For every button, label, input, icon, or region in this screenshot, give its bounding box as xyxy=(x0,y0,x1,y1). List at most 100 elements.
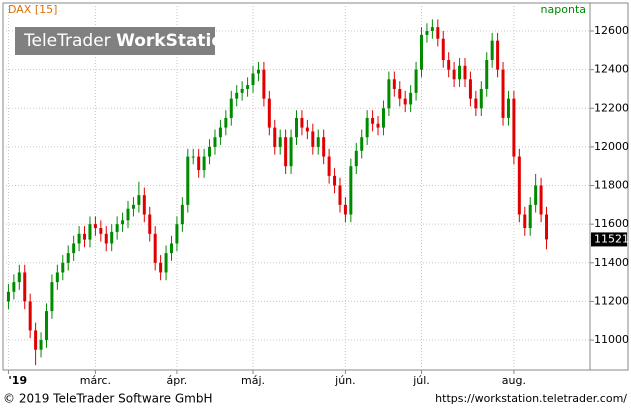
candle-body xyxy=(496,40,500,70)
x-tick-label: márc. xyxy=(80,374,111,387)
candle-body xyxy=(50,282,54,312)
candle-body xyxy=(197,156,201,171)
candle-body xyxy=(387,79,391,109)
candle-body xyxy=(354,150,358,167)
candle-body xyxy=(61,262,65,273)
x-tick-label: jún. xyxy=(334,374,356,387)
candle-body xyxy=(186,156,190,205)
candle-body xyxy=(371,117,375,124)
candle-body xyxy=(381,108,385,128)
last-price: 11521 xyxy=(594,232,629,245)
candle-body xyxy=(300,117,304,128)
candle-body xyxy=(153,233,157,263)
plot-marks xyxy=(3,3,590,370)
candle-body xyxy=(72,243,76,254)
candle-body xyxy=(273,127,277,147)
candle-body xyxy=(83,233,87,240)
y-tick-label: 11600 xyxy=(594,217,629,230)
candle-body xyxy=(327,156,331,176)
candle-body xyxy=(436,27,440,39)
period: naponta xyxy=(541,3,586,16)
y-tick-label: 12600 xyxy=(594,24,629,37)
candle-body xyxy=(229,98,233,118)
candle-body xyxy=(468,79,472,99)
logo-product: WorkStation xyxy=(116,31,235,51)
chart-title: DAX [15] xyxy=(8,3,57,16)
candle-body xyxy=(338,185,342,205)
candle-body xyxy=(39,340,43,350)
candle-body xyxy=(409,92,413,105)
candle-body xyxy=(262,69,266,99)
y-tick-label: 12000 xyxy=(594,140,629,153)
candle-body xyxy=(512,98,516,157)
candle-body xyxy=(115,224,119,232)
candle-body xyxy=(137,195,141,205)
candle-body xyxy=(322,137,326,157)
candle-body xyxy=(474,98,478,109)
candle-body xyxy=(295,117,298,138)
candle-body xyxy=(224,117,228,128)
candle-body xyxy=(458,65,462,80)
candle-body xyxy=(414,69,418,93)
candle-body xyxy=(104,233,108,244)
url: https://workstation.teletrader.com/ xyxy=(435,392,627,405)
candle-body xyxy=(256,69,260,74)
candle-body xyxy=(403,98,407,105)
candle-body xyxy=(164,253,168,273)
candle-body xyxy=(528,204,532,229)
candle-body xyxy=(99,228,103,234)
candle-body xyxy=(240,88,244,93)
candle-body xyxy=(44,311,48,341)
candle-body xyxy=(392,79,396,89)
candle-body xyxy=(545,214,549,240)
candle-body xyxy=(218,127,222,138)
candle-body xyxy=(126,208,130,221)
candle-body xyxy=(349,166,353,215)
candle-body xyxy=(148,214,152,234)
y-tick-label: 11400 xyxy=(594,256,629,269)
candle-body xyxy=(66,253,70,263)
candle-body xyxy=(447,59,451,70)
candle-body xyxy=(12,282,16,292)
x-tick-label: aug. xyxy=(502,374,526,387)
candle-body xyxy=(34,330,38,350)
candle-body xyxy=(316,137,320,147)
candle-body xyxy=(142,195,146,215)
candle-body xyxy=(88,224,92,240)
y-tick-label: 11000 xyxy=(594,333,629,346)
y-tick-label: 12200 xyxy=(594,101,629,114)
candle-body xyxy=(517,156,521,215)
candle-body xyxy=(180,204,184,225)
candle-body xyxy=(463,65,467,80)
logo-box xyxy=(15,27,215,55)
y-tick-label: 12400 xyxy=(594,63,629,76)
candle-body xyxy=(523,214,527,229)
candle-body xyxy=(121,220,125,225)
candle-body xyxy=(425,31,429,35)
candle-body xyxy=(131,204,135,209)
candle-body xyxy=(289,137,293,167)
candle-body xyxy=(284,137,288,167)
candle-body xyxy=(246,85,250,89)
candle-body xyxy=(452,69,456,80)
candle-body xyxy=(479,88,483,109)
candle-body xyxy=(485,59,489,89)
last-price-box xyxy=(591,232,627,247)
candle-body xyxy=(311,131,315,147)
candle-body xyxy=(343,204,347,215)
candle-body xyxy=(501,69,505,118)
candle-body xyxy=(251,73,255,86)
candle-body xyxy=(23,272,27,302)
candle-body xyxy=(305,127,309,132)
y-tick-label: 11800 xyxy=(594,179,629,192)
x-tick-label: '19 xyxy=(8,374,27,387)
candle-body xyxy=(110,231,114,244)
candle-body xyxy=(441,38,445,60)
candle-body xyxy=(235,92,239,99)
candle-body xyxy=(534,185,538,205)
candle-body xyxy=(376,123,380,128)
logo: TeleTrader WorkStation xyxy=(23,31,235,51)
candle-body xyxy=(430,27,434,32)
candle-body xyxy=(365,117,369,138)
